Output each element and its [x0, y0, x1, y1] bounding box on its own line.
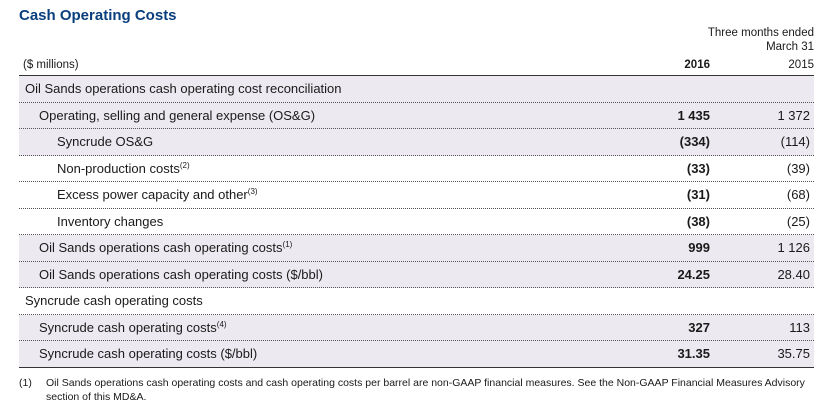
value-2015: (68) — [786, 187, 810, 202]
table-row: Syncrude cash operating costs ($/bbl) 31… — [19, 341, 814, 368]
value-2015: 113 — [789, 319, 810, 335]
table-row: Syncrude cash operating costs — [19, 288, 814, 315]
value-2015: 28.40 — [777, 266, 810, 282]
column-2016: 2016 — [684, 59, 710, 71]
footnote-ref: (1) — [282, 240, 293, 249]
value-2015: 1 372 — [777, 107, 810, 123]
row-label: Syncrude cash operating costs ($/bbl) — [39, 346, 258, 361]
table-row: Syncrude OS&G (334) (114) — [19, 129, 814, 156]
cost-table: Oil Sands operations cash operating cost… — [19, 76, 814, 368]
footnote-ref: (3) — [247, 187, 258, 196]
period-header: Three months ended March 31 — [708, 26, 814, 54]
value-2016: 24.25 — [677, 266, 710, 282]
footnote-text: Oil Sands operations cash operating cost… — [46, 377, 805, 403]
value-2015: 1 126 — [777, 240, 810, 255]
value-2015: (114) — [780, 134, 810, 149]
column-header-row: ($ millions) 2016 2015 — [19, 57, 814, 76]
value-2016: (38) — [686, 213, 710, 229]
row-label: Non-production costs(2) — [57, 160, 190, 176]
value-2016: (334) — [679, 134, 710, 149]
row-label: Inventory changes — [57, 213, 164, 229]
value-2016: (31) — [686, 187, 710, 202]
row-label: Syncrude cash operating costs — [25, 293, 203, 308]
footnote-number: (1) — [19, 377, 32, 389]
period-line1: Three months ended — [707, 27, 814, 39]
row-label: Syncrude cash operating costs(4) — [39, 319, 227, 335]
value-2016: 327 — [688, 319, 710, 335]
row-label: Syncrude OS&G — [57, 134, 154, 149]
value-2015: (25) — [786, 213, 810, 229]
row-label: Oil Sands operations cash operating cost… — [39, 240, 293, 255]
value-2015: (39) — [786, 160, 810, 176]
table-row: Oil Sands operations cash operating cost… — [19, 261, 814, 288]
value-2016: 31.35 — [677, 346, 710, 361]
row-label: Operating, selling and general expense (… — [39, 107, 316, 123]
column-2015: 2015 — [788, 59, 814, 71]
row-label: Oil Sands operations cash operating cost… — [39, 266, 323, 282]
section-title: Cash Operating Costs — [19, 7, 177, 24]
value-2016: 999 — [688, 240, 710, 255]
period-line2: March 31 — [766, 41, 814, 53]
table-row: Syncrude cash operating costs(4) 327 113 — [19, 314, 814, 341]
value-2015: 35.75 — [777, 346, 810, 361]
units-label: ($ millions) — [23, 59, 79, 71]
footnote-ref: (2) — [179, 160, 190, 170]
table-row: Inventory changes (38) (25) — [19, 209, 814, 235]
value-2016: (33) — [686, 160, 710, 176]
row-label: Excess power capacity and other(3) — [57, 187, 258, 202]
table-row: Oil Sands operations cash operating cost… — [19, 235, 814, 262]
table-row: Operating, selling and general expense (… — [19, 102, 814, 129]
table-row: Non-production costs(2) (33) (39) — [19, 156, 814, 182]
row-label: Oil Sands operations cash operating cost… — [25, 81, 342, 96]
table-row: Oil Sands operations cash operating cost… — [19, 76, 814, 103]
footnote-ref: (4) — [216, 319, 227, 329]
value-2016: 1 435 — [677, 107, 710, 123]
table-row: Excess power capacity and other(3) (31) … — [19, 182, 814, 209]
